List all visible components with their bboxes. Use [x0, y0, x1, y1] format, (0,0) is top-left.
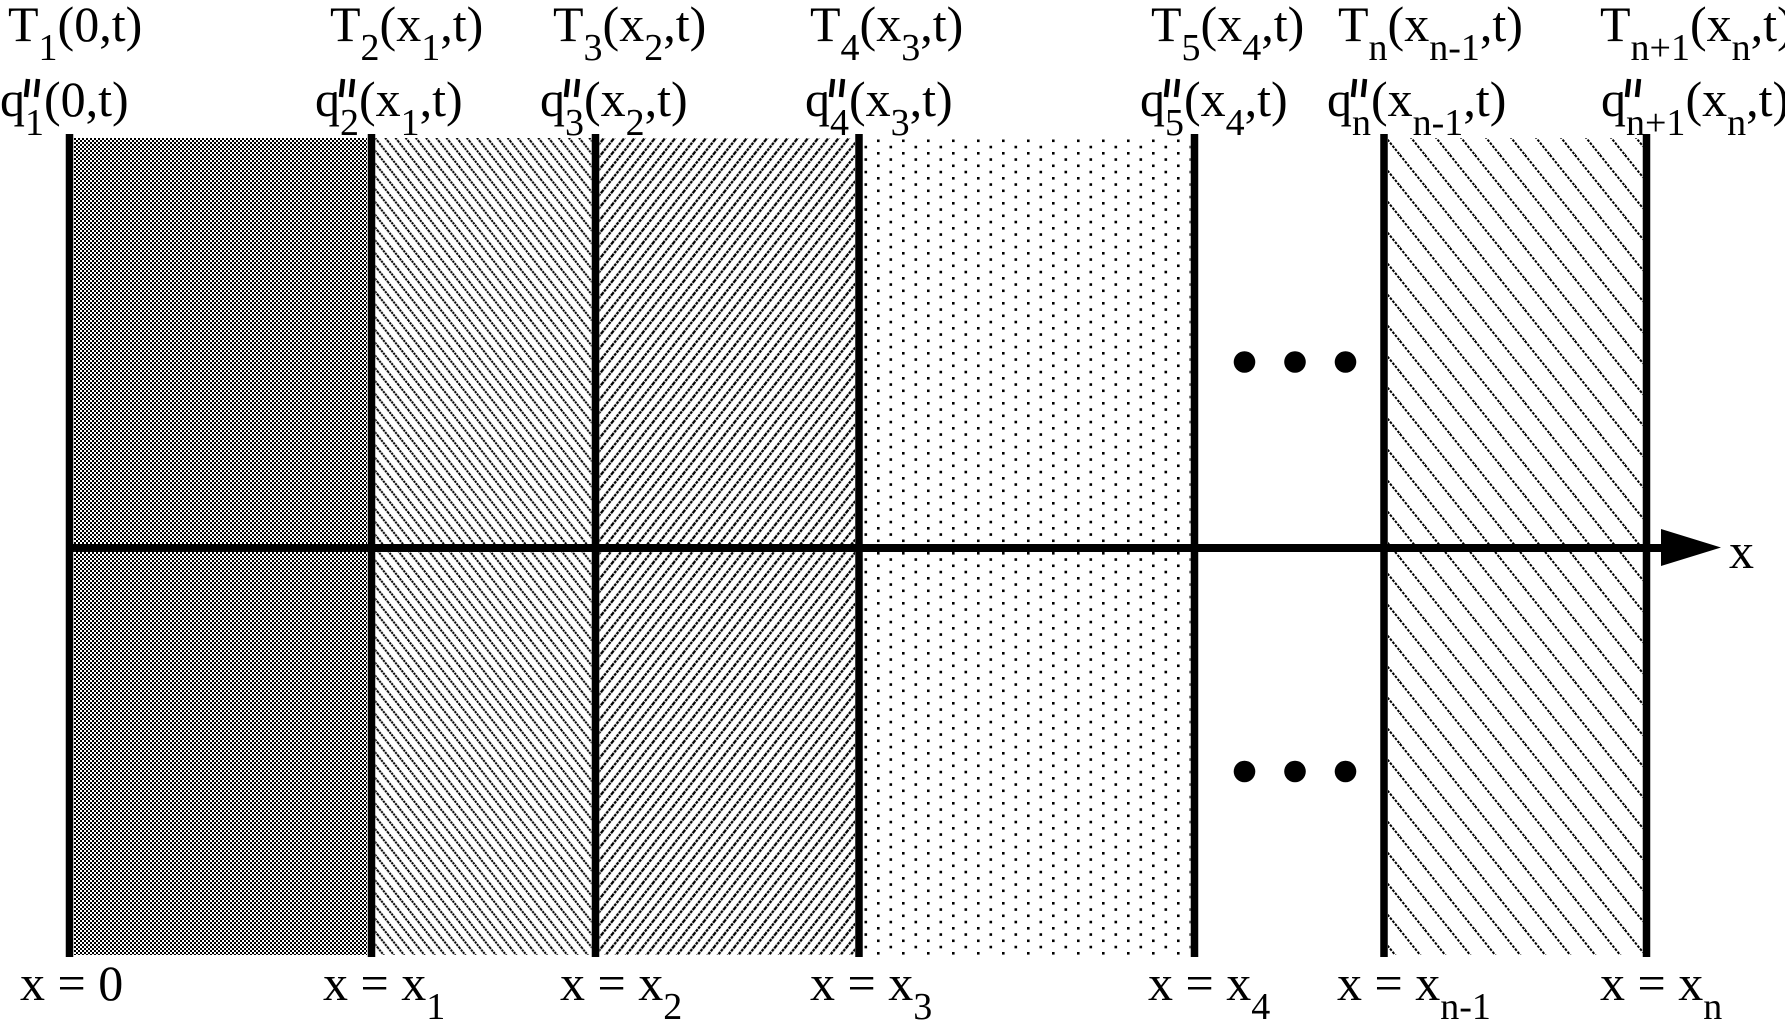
- svg-text:x = x3: x = x3: [810, 955, 932, 1021]
- svg-text:x = xn-1: x = xn-1: [1337, 955, 1491, 1021]
- svg-text:x = x1: x = x1: [323, 955, 445, 1021]
- svg-text:x = xn: x = xn: [1600, 955, 1722, 1021]
- svg-text:x: x: [1729, 523, 1754, 579]
- svg-text:x = x4: x = x4: [1148, 955, 1270, 1021]
- svg-text:x = 0: x = 0: [20, 955, 123, 1011]
- svg-text:x = x2: x = x2: [560, 955, 682, 1021]
